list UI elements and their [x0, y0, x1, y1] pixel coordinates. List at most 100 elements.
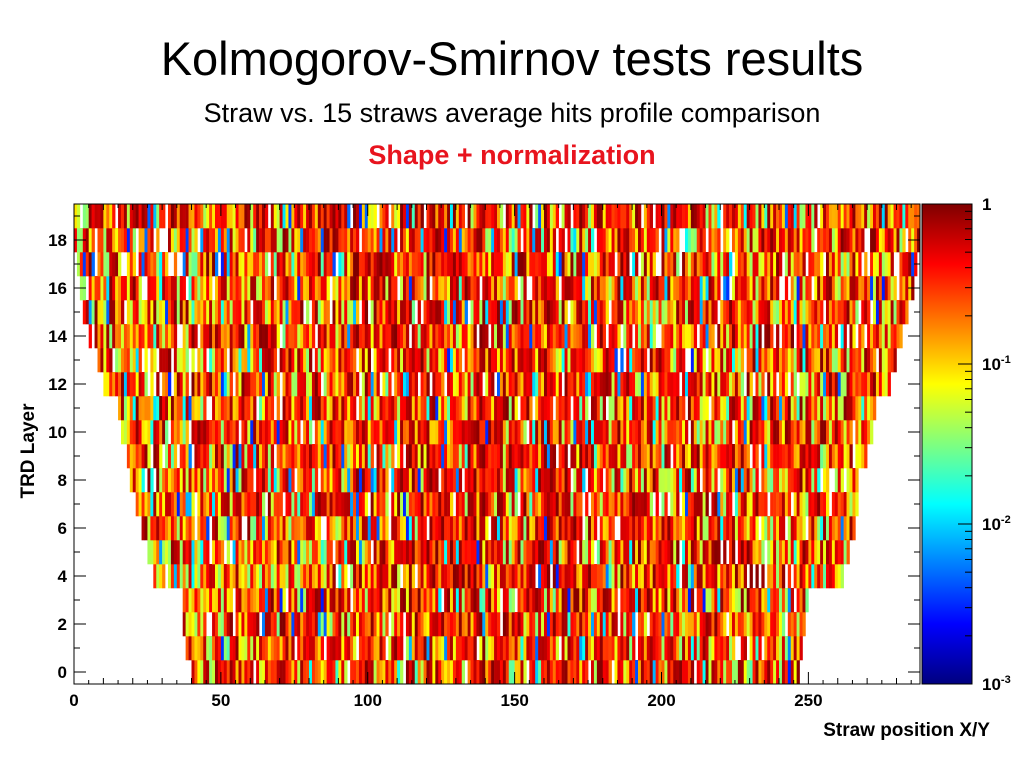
- heatmap-cell: [217, 396, 222, 421]
- heatmap-cell: [544, 396, 548, 421]
- heatmap-cell: [423, 324, 427, 349]
- heatmap-cell: [499, 396, 504, 421]
- heatmap-cell: [764, 420, 768, 445]
- heatmap-cell: [761, 588, 765, 613]
- heatmap-cell: [585, 588, 589, 613]
- heatmap-cell: [699, 660, 703, 685]
- heatmap-cell: [226, 444, 230, 469]
- heatmap-cell: [511, 348, 515, 373]
- heatmap-cell: [767, 228, 771, 253]
- x-tick-label: 100: [354, 691, 382, 710]
- heatmap-cell: [250, 468, 254, 493]
- heatmap-cell: [185, 420, 189, 445]
- heatmap-cell: [828, 276, 833, 301]
- heatmap-cell: [852, 348, 856, 373]
- heatmap-cell: [576, 468, 580, 493]
- heatmap-cell: [732, 588, 736, 613]
- heatmap-cell: [244, 276, 248, 301]
- heatmap-cell: [535, 468, 539, 493]
- heatmap-cell: [115, 324, 119, 349]
- heatmap-cell: [144, 300, 148, 325]
- heatmap-cell: [552, 300, 557, 325]
- heatmap-cell: [682, 396, 686, 421]
- heatmap-cell: [526, 516, 530, 541]
- heatmap-cell: [279, 276, 283, 301]
- heatmap-cell: [344, 444, 348, 469]
- heatmap-cell: [614, 204, 618, 229]
- heatmap-cell: [309, 228, 313, 253]
- heatmap-cell: [273, 660, 277, 685]
- heatmap-cell: [497, 588, 501, 613]
- heatmap-cell: [317, 444, 322, 469]
- heatmap-cell: [564, 276, 568, 301]
- heatmap-cell: [452, 276, 457, 301]
- heatmap-cell: [118, 348, 122, 373]
- heatmap-cell: [720, 372, 724, 397]
- heatmap-cell: [217, 636, 222, 661]
- heatmap-cell: [262, 660, 266, 685]
- heatmap-cell: [781, 492, 786, 517]
- heatmap-cell: [588, 588, 592, 613]
- heatmap-cell: [241, 396, 245, 421]
- heatmap-cell: [881, 228, 886, 253]
- heatmap-cell: [423, 612, 427, 637]
- heatmap-cell: [764, 300, 768, 325]
- heatmap-cell: [262, 492, 266, 517]
- heatmap-cell: [423, 588, 427, 613]
- heatmap-cell: [749, 348, 753, 373]
- heatmap-cell: [129, 468, 134, 493]
- heatmap-cell: [520, 348, 524, 373]
- heatmap-cell: [505, 420, 510, 445]
- heatmap-cell: [623, 372, 627, 397]
- heatmap-cell: [317, 300, 322, 325]
- heatmap-cell: [790, 612, 794, 637]
- heatmap-cell: [646, 252, 651, 277]
- heatmap-cell: [314, 300, 319, 325]
- heatmap-cell: [215, 588, 219, 613]
- heatmap-cell: [884, 276, 888, 301]
- heatmap-cell: [300, 564, 304, 589]
- heatmap-cell: [620, 492, 624, 517]
- heatmap-cell: [338, 468, 342, 493]
- heatmap-cell: [461, 660, 465, 685]
- heatmap-cell: [400, 444, 404, 469]
- heatmap-cell: [391, 300, 395, 325]
- heatmap-cell: [514, 396, 518, 421]
- heatmap-cell: [479, 228, 483, 253]
- heatmap-cell: [752, 540, 756, 565]
- heatmap-cell: [447, 276, 451, 301]
- heatmap-cell: [373, 564, 377, 589]
- heatmap-cell: [523, 564, 527, 589]
- heatmap-cell: [790, 396, 794, 421]
- heatmap-cell: [726, 348, 730, 373]
- heatmap-cell: [643, 636, 648, 661]
- heatmap-cell: [135, 276, 139, 301]
- heatmap-cell: [229, 396, 233, 421]
- heatmap-cell: [502, 612, 507, 637]
- heatmap-cell: [241, 564, 245, 589]
- heatmap-cell: [229, 492, 233, 517]
- heatmap-cell: [358, 468, 363, 493]
- heatmap-cell: [482, 276, 486, 301]
- heatmap-cell: [432, 204, 436, 229]
- heatmap-cell: [306, 588, 310, 613]
- heatmap-cell: [852, 204, 856, 229]
- heatmap-cell: [153, 204, 157, 229]
- heatmap-cell: [394, 396, 398, 421]
- heatmap-cell: [843, 492, 847, 517]
- heatmap-cell: [714, 444, 718, 469]
- heatmap-cell: [714, 516, 718, 541]
- heatmap-cell: [361, 252, 366, 277]
- heatmap-cell: [420, 636, 424, 661]
- heatmap-cell: [652, 636, 656, 661]
- heatmap-cell: [726, 324, 730, 349]
- heatmap-cell: [176, 468, 181, 493]
- heatmap-cell: [482, 588, 486, 613]
- heatmap-cell: [470, 612, 474, 637]
- heatmap-cell: [353, 420, 357, 445]
- heatmap-cell: [270, 228, 275, 253]
- heatmap-cell: [834, 324, 839, 349]
- heatmap-cell: [823, 564, 827, 589]
- heatmap-cell: [723, 324, 727, 349]
- heatmap-cell: [373, 516, 377, 541]
